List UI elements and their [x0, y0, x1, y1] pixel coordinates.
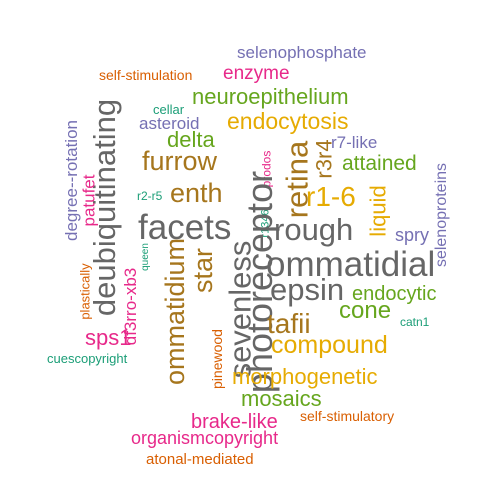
- word: selenoproteins: [433, 162, 451, 268]
- word: attained: [342, 152, 417, 175]
- word: r7-like: [331, 133, 378, 152]
- word: cellar: [153, 102, 185, 117]
- word: endocytic: [352, 283, 437, 305]
- word: mosaics: [241, 386, 322, 411]
- word: r2-r5: [137, 189, 163, 203]
- word: queen: [139, 243, 151, 271]
- word: furrow: [142, 146, 218, 176]
- word: cuescopyright: [47, 351, 128, 366]
- word: enzyme: [223, 63, 290, 84]
- word: endocytosis: [227, 108, 349, 134]
- word: selenophosphate: [237, 43, 367, 62]
- word: ommatidium: [160, 237, 191, 386]
- word: atonal-mediated: [146, 451, 254, 468]
- word: r3r4: [311, 139, 337, 179]
- word: self-stimulation: [99, 67, 193, 83]
- word: liquid: [365, 185, 391, 237]
- word: enth: [170, 178, 223, 208]
- word: star: [188, 247, 219, 294]
- word: ommatidial: [266, 245, 436, 284]
- word: cone: [339, 297, 392, 324]
- word: neuroepithelium: [192, 84, 349, 109]
- word: rough: [274, 212, 354, 247]
- word: sps1: [85, 325, 132, 350]
- word: self-stimulatory: [300, 408, 395, 424]
- word: organismcopyright: [131, 428, 279, 448]
- word: pinewood: [208, 329, 225, 389]
- word: r1-6: [306, 181, 356, 212]
- word: morphogenetic: [232, 364, 378, 389]
- word: asteroid: [139, 114, 200, 133]
- word: patufet: [79, 174, 99, 227]
- word: tafii: [267, 308, 311, 339]
- word: spry: [395, 225, 430, 245]
- word: delta: [167, 127, 215, 152]
- word: brake-like: [191, 411, 278, 433]
- word: epsin: [270, 272, 345, 307]
- word: plastically: [77, 263, 93, 320]
- word: degree--rotation: [61, 120, 81, 241]
- word: compound: [271, 331, 388, 359]
- word: facets: [138, 208, 232, 247]
- word: catn1: [400, 315, 430, 329]
